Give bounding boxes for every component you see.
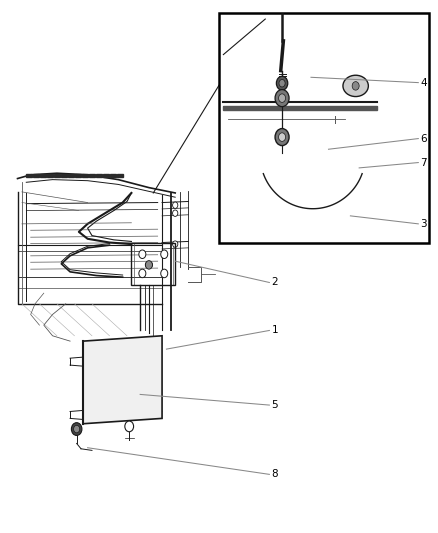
Polygon shape bbox=[40, 174, 46, 177]
Polygon shape bbox=[75, 174, 81, 177]
Polygon shape bbox=[61, 174, 67, 177]
Text: 5: 5 bbox=[272, 400, 278, 410]
Polygon shape bbox=[26, 174, 32, 177]
Polygon shape bbox=[47, 174, 53, 177]
Circle shape bbox=[279, 94, 286, 102]
Polygon shape bbox=[82, 174, 88, 177]
Text: 3: 3 bbox=[420, 219, 427, 229]
Circle shape bbox=[352, 82, 359, 90]
Circle shape bbox=[173, 210, 178, 216]
Circle shape bbox=[275, 128, 289, 146]
Circle shape bbox=[74, 425, 80, 433]
Circle shape bbox=[279, 133, 286, 141]
Circle shape bbox=[276, 76, 288, 90]
Circle shape bbox=[71, 423, 82, 435]
Text: 4: 4 bbox=[420, 78, 427, 87]
Circle shape bbox=[173, 241, 178, 247]
Polygon shape bbox=[68, 174, 74, 177]
Text: 7: 7 bbox=[420, 158, 427, 167]
Circle shape bbox=[173, 202, 178, 208]
Circle shape bbox=[145, 261, 152, 269]
Polygon shape bbox=[54, 174, 60, 177]
Circle shape bbox=[275, 90, 289, 107]
Polygon shape bbox=[103, 174, 109, 177]
Bar bbox=[219, 13, 429, 243]
Polygon shape bbox=[83, 336, 162, 424]
Text: 6: 6 bbox=[420, 134, 427, 143]
Circle shape bbox=[139, 250, 146, 259]
Ellipse shape bbox=[343, 75, 368, 96]
Text: 8: 8 bbox=[272, 470, 278, 479]
Text: 1: 1 bbox=[272, 326, 278, 335]
Circle shape bbox=[139, 269, 146, 278]
Circle shape bbox=[161, 269, 168, 278]
Polygon shape bbox=[117, 174, 123, 177]
Polygon shape bbox=[96, 174, 102, 177]
Polygon shape bbox=[223, 106, 377, 110]
Polygon shape bbox=[33, 174, 39, 177]
Bar bbox=[131, 243, 175, 285]
Circle shape bbox=[125, 421, 134, 432]
Circle shape bbox=[279, 79, 285, 87]
Polygon shape bbox=[89, 174, 95, 177]
Text: 2: 2 bbox=[272, 278, 278, 287]
Circle shape bbox=[161, 250, 168, 259]
Polygon shape bbox=[110, 174, 116, 177]
